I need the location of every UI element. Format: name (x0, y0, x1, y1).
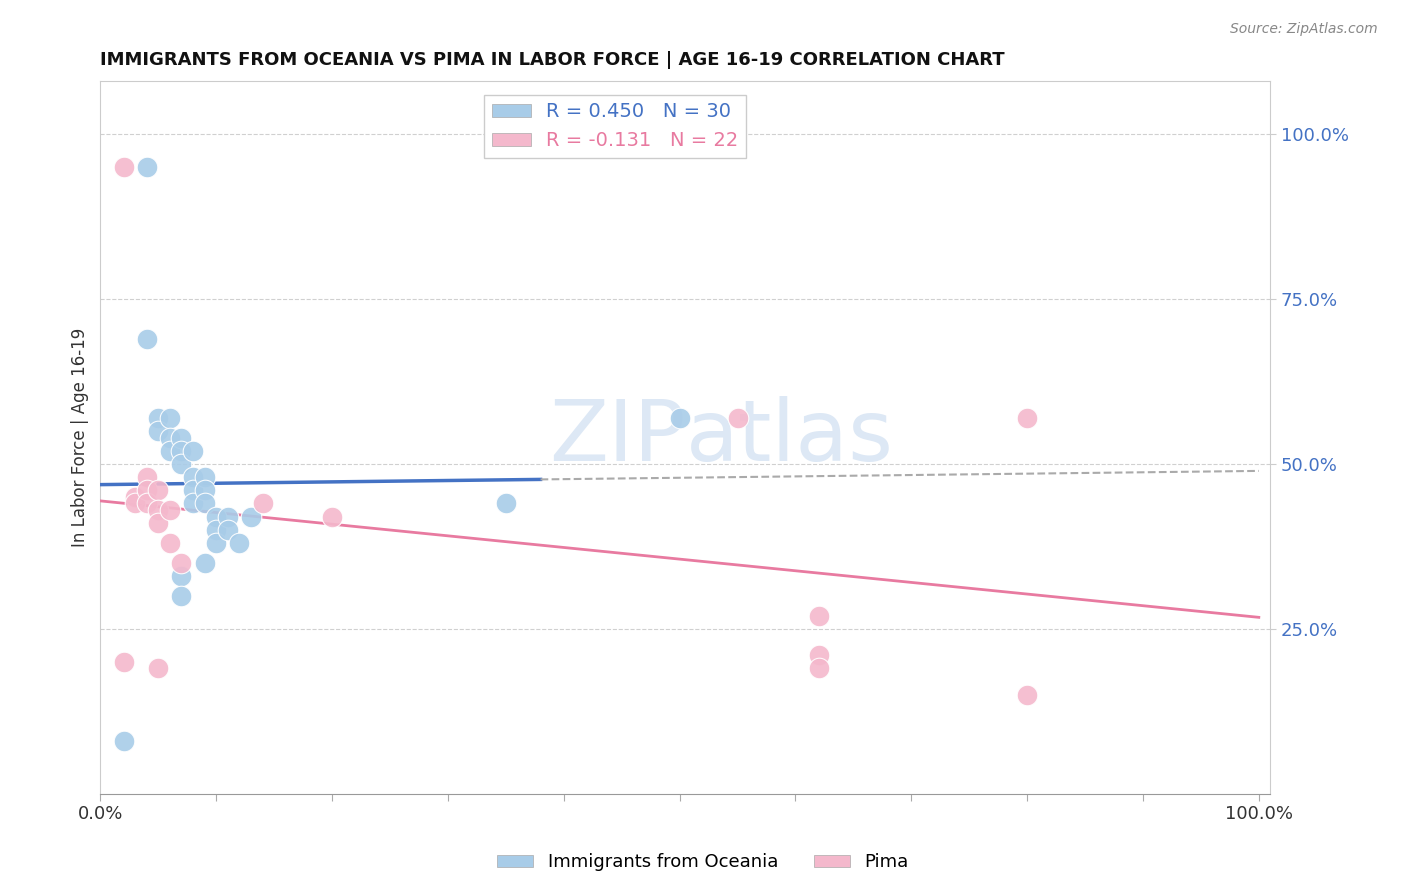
Point (124, 496, 146, 510)
Text: Source: ZipAtlas.com: Source: ZipAtlas.com (1230, 22, 1378, 37)
Legend: Immigrants from Oceania, Pima: Immigrants from Oceania, Pima (489, 847, 917, 879)
Point (807, 661, 830, 675)
Point (807, 608, 830, 623)
Point (170, 430, 193, 444)
Point (194, 470, 217, 484)
Point (112, 734, 135, 748)
Text: ZIP: ZIP (548, 396, 685, 479)
Point (170, 589, 193, 603)
Point (148, 424, 170, 438)
Point (170, 457, 193, 471)
Point (181, 496, 204, 510)
Point (159, 410, 181, 425)
Point (205, 523, 228, 537)
Point (148, 410, 170, 425)
Point (321, 509, 343, 524)
Point (135, 160, 157, 174)
Point (727, 410, 749, 425)
Point (252, 496, 274, 510)
Point (148, 516, 170, 531)
Point (135, 483, 157, 498)
Point (148, 503, 170, 517)
Point (170, 569, 193, 583)
Point (135, 332, 157, 346)
Point (135, 496, 157, 510)
Point (124, 490, 146, 504)
Point (668, 410, 690, 425)
Point (135, 470, 157, 484)
Point (159, 503, 181, 517)
Y-axis label: In Labor Force | Age 16-19: In Labor Force | Age 16-19 (72, 328, 89, 547)
Legend: R = 0.450   N = 30, R = -0.131   N = 22: R = 0.450 N = 30, R = -0.131 N = 22 (484, 95, 747, 158)
Point (228, 536, 250, 550)
Point (807, 648, 830, 662)
Point (148, 483, 170, 498)
Point (170, 443, 193, 458)
Point (112, 655, 135, 669)
Point (1017, 688, 1039, 702)
Point (181, 483, 204, 498)
Point (205, 509, 228, 524)
Point (170, 556, 193, 570)
Point (148, 661, 170, 675)
Point (159, 430, 181, 444)
Point (181, 470, 204, 484)
Text: IMMIGRANTS FROM OCEANIA VS PIMA IN LABOR FORCE | AGE 16-19 CORRELATION CHART: IMMIGRANTS FROM OCEANIA VS PIMA IN LABOR… (100, 51, 1005, 69)
Text: atlas: atlas (685, 396, 893, 479)
Point (159, 443, 181, 458)
Point (181, 443, 204, 458)
Point (217, 523, 239, 537)
Point (1017, 410, 1039, 425)
Point (239, 509, 262, 524)
Point (194, 496, 217, 510)
Point (194, 556, 217, 570)
Point (205, 536, 228, 550)
Point (217, 509, 239, 524)
Point (194, 483, 217, 498)
Point (159, 536, 181, 550)
Point (495, 496, 517, 510)
Point (112, 160, 135, 174)
